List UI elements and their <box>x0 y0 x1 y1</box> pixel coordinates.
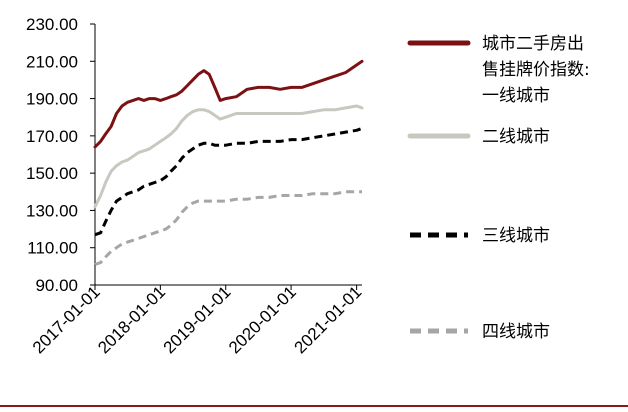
y-tick-label: 170.00 <box>26 127 78 146</box>
legend-label: 三线城市 <box>482 226 550 246</box>
legend-label: 二线城市 <box>482 127 550 147</box>
y-tick-label: 190.00 <box>26 90 78 109</box>
legend-item-4: 四线城市 <box>410 322 550 342</box>
legend-label: 四线城市 <box>482 322 550 342</box>
line-chart: 90.00 110.00 130.00 150.00 170.00 190.00 210.0… <box>26 15 590 357</box>
x-tick-label: 2019-01-01 <box>160 282 235 357</box>
legend-item-2: 二线城市 <box>407 127 550 147</box>
series-line-3 <box>94 126 363 237</box>
series-line-2 <box>93 104 364 209</box>
x-tick-label: 2021-01-01 <box>291 282 366 357</box>
series-line-4 <box>94 190 362 266</box>
y-tick-label: 90.00 <box>35 276 78 295</box>
y-tick-label: 230.00 <box>26 15 78 34</box>
legend-item-1: 城市二手房出售挂牌价指数:一线城市 <box>407 34 590 106</box>
series-line-1 <box>93 59 364 149</box>
y-tick-label: 110.00 <box>27 239 78 258</box>
y-axis: 90.00 110.00 130.00 150.00 170.00 190.00 210.0… <box>26 15 96 295</box>
y-tick-label: 150.00 <box>26 164 78 183</box>
legend-item-3: 三线城市 <box>410 226 550 246</box>
x-tick-label: 2018-01-01 <box>94 282 169 357</box>
plot-series <box>93 59 364 266</box>
legend-label: 城市二手房出售挂牌价指数:一线城市 <box>482 34 590 106</box>
x-tick-label: 2020-01-01 <box>225 282 300 357</box>
y-tick-label: 130.00 <box>26 201 78 220</box>
y-tick-label: 210.00 <box>26 52 78 71</box>
bottom-rule <box>0 405 628 407</box>
x-axis: 2017-01-012018-01-012019-01-012020-01-01… <box>29 282 366 357</box>
